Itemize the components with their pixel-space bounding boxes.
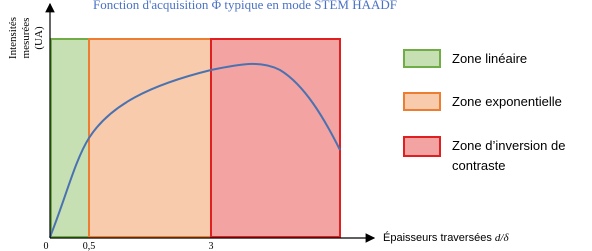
legend-label: Zone exponentielle <box>452 94 562 109</box>
x-label-text: Épaisseurs traversées <box>383 231 495 244</box>
legend-swatch <box>403 136 441 157</box>
legend-swatch <box>403 49 441 68</box>
legend: Zone linéaire Zone exponentielle Zone d’… <box>452 51 565 173</box>
legend-swatch <box>403 92 441 111</box>
legend-label: Zone d’inversion de <box>452 138 565 153</box>
y-label-line: Intensités <box>7 17 19 59</box>
zone-linear <box>50 38 90 238</box>
zone-exponential <box>88 38 212 238</box>
legend-label: contraste <box>452 158 505 173</box>
title: Fonction d'acquisition Φ typique en mode… <box>93 0 397 12</box>
y-axis-label: Intensités mesurées (UA) <box>7 17 45 59</box>
y-label-line: (UA) <box>33 26 45 50</box>
x-tick-label: 3 <box>209 241 214 251</box>
curve <box>49 62 341 238</box>
x-tick-label: 0 <box>44 241 49 251</box>
x-ticks: 0 0,5 3 <box>44 241 214 251</box>
y-label-line: mesurées <box>20 18 32 59</box>
x-label-symbol: d/δ <box>495 232 510 244</box>
zone-inversion <box>210 38 341 238</box>
x-tick-label: 0,5 <box>83 241 96 251</box>
legend-label: Zone linéaire <box>452 51 527 66</box>
x-axis-label: Épaisseurs traversées d/δ <box>383 231 509 244</box>
